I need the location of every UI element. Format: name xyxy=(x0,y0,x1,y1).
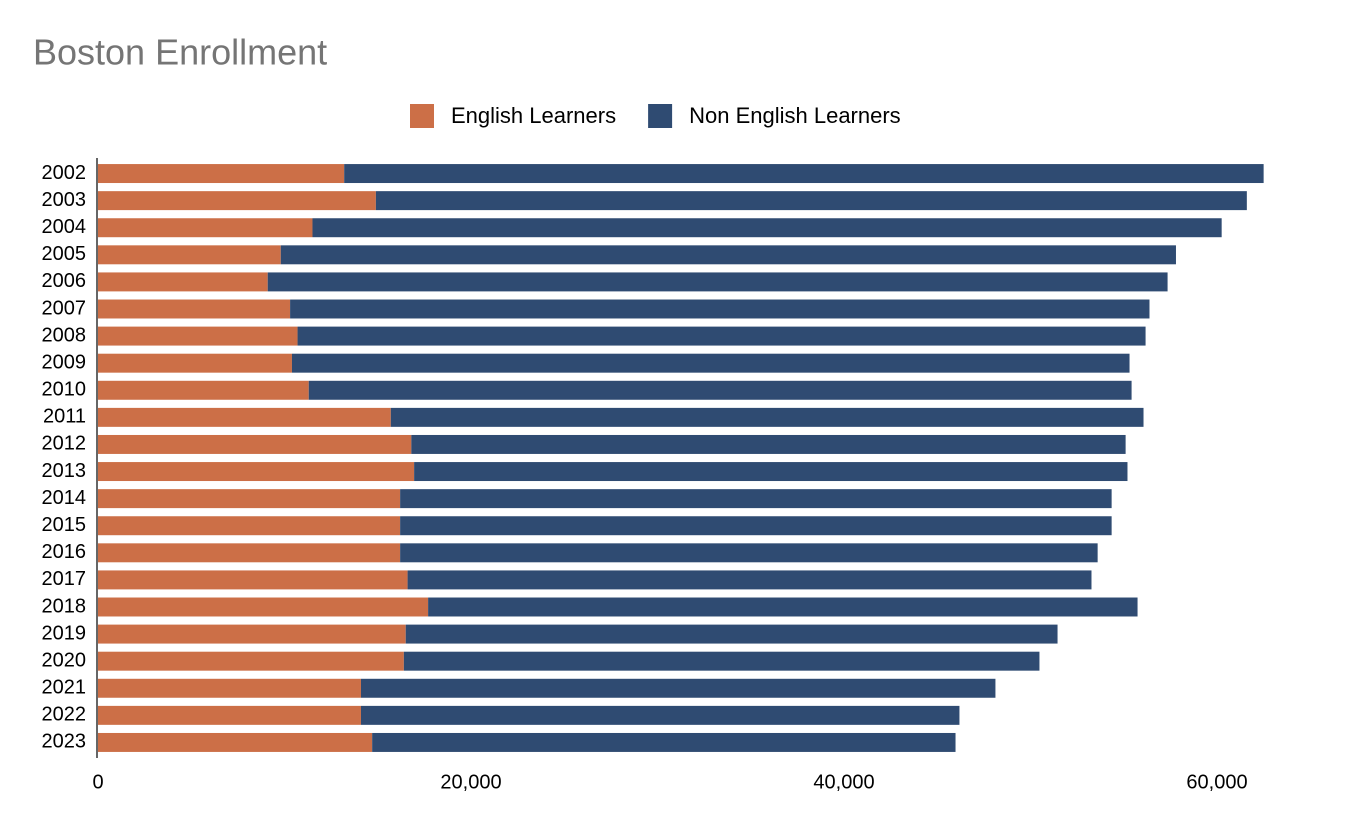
bar-segment xyxy=(98,516,401,536)
bar-segment xyxy=(400,489,1112,509)
bar-segment xyxy=(291,353,1130,373)
bar-segment xyxy=(400,543,1098,563)
bar-segment xyxy=(297,326,1146,346)
y-tick-label: 2006 xyxy=(42,270,87,292)
y-tick-label: 2007 xyxy=(42,297,87,319)
bar-segment xyxy=(428,597,1138,617)
legend-swatch xyxy=(410,104,434,128)
bar-segment xyxy=(98,705,361,725)
y-tick-label: 2019 xyxy=(42,622,87,644)
y-tick-label: 2009 xyxy=(42,351,87,373)
bar-segment xyxy=(405,624,1058,644)
bar-segment xyxy=(98,272,268,292)
bar-segment xyxy=(98,326,298,346)
y-tick-label: 2022 xyxy=(42,704,87,726)
bar-segment xyxy=(407,570,1092,590)
bar-segment xyxy=(267,272,1168,292)
bar-segment xyxy=(98,570,408,590)
bar-segment xyxy=(98,299,291,319)
y-tick-label: 2003 xyxy=(42,189,87,211)
bar-segment xyxy=(400,516,1112,536)
bar-segment xyxy=(98,732,373,752)
bar-segment xyxy=(98,624,406,644)
bar-segment xyxy=(312,218,1222,238)
y-tick-label: 2012 xyxy=(42,433,87,455)
bar-segment xyxy=(98,218,313,238)
bar-segment xyxy=(390,407,1144,427)
bar-segment xyxy=(360,705,960,725)
legend-label: Non English Learners xyxy=(689,103,901,128)
bar-segment xyxy=(98,164,345,184)
bar-segment xyxy=(98,489,401,509)
x-tick-label: 60,000 xyxy=(1186,771,1247,793)
legend-swatch xyxy=(648,104,673,128)
y-tick-label: 2015 xyxy=(42,514,87,536)
bar-segment xyxy=(98,245,281,265)
y-tick-label: 2020 xyxy=(42,649,87,671)
y-tick-label: 2004 xyxy=(42,216,87,238)
y-tick-label: 2017 xyxy=(42,568,87,590)
y-tick-label: 2014 xyxy=(42,487,87,509)
bar-segment xyxy=(290,299,1150,319)
bar-segment xyxy=(280,245,1176,265)
y-tick-label: 2011 xyxy=(43,406,86,428)
y-tick-label: 2005 xyxy=(42,243,87,265)
bar-segment xyxy=(372,732,956,752)
x-tick-label: 20,000 xyxy=(440,771,501,793)
bar-segment xyxy=(98,462,415,482)
bar-segment xyxy=(360,678,996,698)
y-tick-label: 2021 xyxy=(42,677,87,699)
bar-segment xyxy=(98,407,391,427)
bar-segment xyxy=(98,380,309,400)
y-tick-label: 2010 xyxy=(42,379,87,401)
y-tick-label: 2002 xyxy=(42,162,87,184)
y-tick-label: 2023 xyxy=(42,731,87,753)
bar-segment xyxy=(403,651,1040,671)
chart-title: Boston Enrollment xyxy=(33,32,327,73)
bar-segment xyxy=(344,164,1264,184)
bar-segment xyxy=(98,434,412,454)
bar-segment xyxy=(375,191,1247,211)
y-tick-label: 2018 xyxy=(42,595,87,617)
bar-segment xyxy=(308,380,1132,400)
y-tick-label: 2008 xyxy=(42,324,87,346)
bar-segment xyxy=(98,543,401,563)
bar-segment xyxy=(414,462,1128,482)
y-tick-label: 2016 xyxy=(42,541,87,563)
bar-segment xyxy=(98,191,376,211)
x-tick-label: 0 xyxy=(92,771,103,793)
x-tick-label: 40,000 xyxy=(813,771,874,793)
bar-segment xyxy=(98,597,429,617)
bar-segment xyxy=(98,678,361,698)
bar-segment xyxy=(411,434,1126,454)
legend-label: English Learners xyxy=(451,103,616,128)
y-tick-label: 2013 xyxy=(42,460,87,482)
bar-segment xyxy=(98,353,292,373)
bar-segment xyxy=(98,651,404,671)
